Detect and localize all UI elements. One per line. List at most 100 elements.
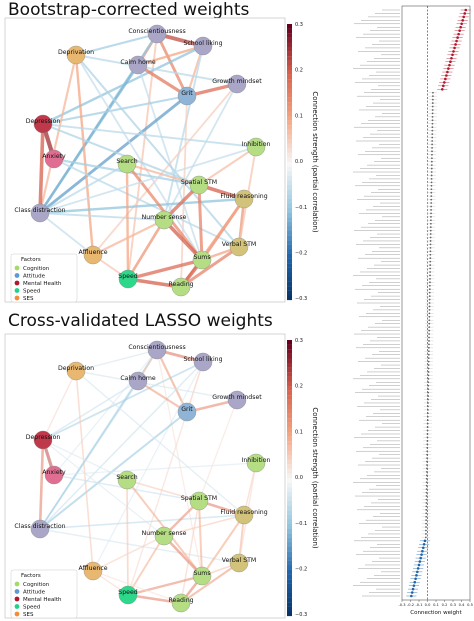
top-colorbar-tick: 0.0 [295, 159, 303, 165]
top-colorbar-segment [287, 28, 292, 34]
top-edge [39, 212, 94, 256]
bottom-node-label: School liking [183, 356, 222, 363]
bottom-node-label: Conscientiousness [128, 344, 185, 351]
top-colorbar-segment [287, 56, 292, 61]
x-tick-label: -0.3 [398, 603, 405, 607]
top-colorbar-segment [287, 139, 292, 144]
top-legend-marker [14, 273, 20, 278]
weight-point [430, 215, 432, 218]
weight-point [464, 8, 468, 12]
weight-point [444, 77, 447, 81]
bottom-node [229, 553, 249, 573]
bottom-edge [75, 349, 158, 372]
top-node-label: Anxiety [42, 153, 66, 160]
weight-point [454, 43, 457, 46]
weight-point [430, 178, 433, 180]
weight-point [426, 460, 428, 463]
weight-point [423, 539, 427, 543]
weight-point [429, 271, 431, 273]
weight-point [431, 98, 434, 101]
weight-point [426, 429, 429, 432]
bottom-node-label: Affluence [78, 565, 107, 572]
top-edge [42, 123, 257, 148]
weight-point [425, 512, 428, 515]
x-tick-label: 0.0 [425, 603, 431, 607]
top-colorbar-segment [287, 277, 292, 282]
weight-point [427, 381, 430, 384]
bottom-colorbar-segment [287, 358, 292, 364]
top-legend-label: Speed [23, 289, 40, 295]
top-edge [155, 32, 189, 98]
bottom-node [192, 566, 212, 586]
top-colorbar-segment [287, 267, 292, 273]
weight-point [446, 70, 449, 74]
bottom-node-label: Deprivation [58, 365, 94, 372]
weight-point [430, 174, 433, 177]
bottom-legend-marker [14, 581, 20, 587]
top-edge [125, 162, 130, 281]
bottom-colorbar-segment [287, 367, 292, 373]
weight-point [431, 126, 434, 129]
weight-point [428, 329, 431, 332]
bottom-legend-marker [14, 611, 20, 617]
bottom-colorbar-segment [287, 390, 292, 396]
top-colorbar-tick: −0.3 [295, 296, 307, 302]
weight-point [428, 291, 431, 294]
top-node-label: Reading [168, 281, 193, 288]
weight-point [429, 260, 432, 263]
bottom-node [154, 526, 174, 546]
top-colorbar-segment [287, 83, 292, 89]
weight-point [426, 446, 429, 449]
top-colorbar-segment [287, 51, 292, 57]
bottom-colorbar-segment [287, 496, 292, 502]
weight-point [431, 140, 434, 142]
bottom-colorbar-segment [287, 551, 292, 557]
top-colorbar-segment [287, 24, 292, 29]
weight-point [427, 364, 430, 366]
weight-point [431, 150, 433, 153]
top-colorbar-segment [287, 93, 292, 98]
bottom-edge [39, 514, 245, 530]
weight-point [427, 367, 430, 370]
x-tick-label: 0.1 [433, 603, 439, 607]
top-colorbar-segment [287, 106, 292, 112]
x-tick-label: -0.2 [407, 603, 414, 607]
weight-point [428, 319, 431, 322]
bottom-node [147, 340, 167, 360]
top-node-label: Depression [26, 118, 61, 125]
bottom-edge [39, 528, 240, 564]
top-colorbar-segment [287, 134, 292, 140]
top-colorbar-segment [287, 290, 292, 296]
bottom-network: Conscientiousness School liking Calm home D… [4, 333, 319, 619]
weight-point [455, 39, 458, 43]
weight-point [430, 198, 433, 201]
bottom-colorbar-segment [287, 427, 292, 433]
bottom-colorbar-segment [287, 505, 292, 511]
bottom-node [30, 519, 50, 539]
bottom-node [171, 593, 191, 613]
bottom-legend-label: Speed [23, 605, 40, 611]
weight-point [430, 171, 433, 173]
weight-point [426, 467, 428, 470]
bottom-colorbar-segment [287, 349, 292, 354]
bottom-colorbar-segment [287, 611, 292, 617]
bottom-colorbar-segment [287, 436, 292, 442]
bottom-colorbar-segment [287, 395, 292, 400]
weight-point [425, 495, 428, 497]
bottom-edge [92, 535, 165, 572]
top-legend-marker [14, 265, 20, 271]
weight-point [411, 587, 415, 591]
bottom-node [227, 390, 247, 410]
weight-point [427, 405, 429, 408]
weight-point [427, 377, 430, 380]
weight-point [430, 160, 433, 163]
x-tick-label: 0.3 [450, 603, 456, 607]
weight-point [459, 25, 462, 29]
weight-point [429, 240, 432, 242]
weight-point [448, 63, 451, 67]
top-edge [180, 95, 188, 288]
weight-point [429, 264, 432, 266]
bottom-colorbar-segment [287, 514, 292, 520]
top-legend-title: Factors [21, 257, 41, 263]
top-colorbar-segment [287, 295, 292, 301]
